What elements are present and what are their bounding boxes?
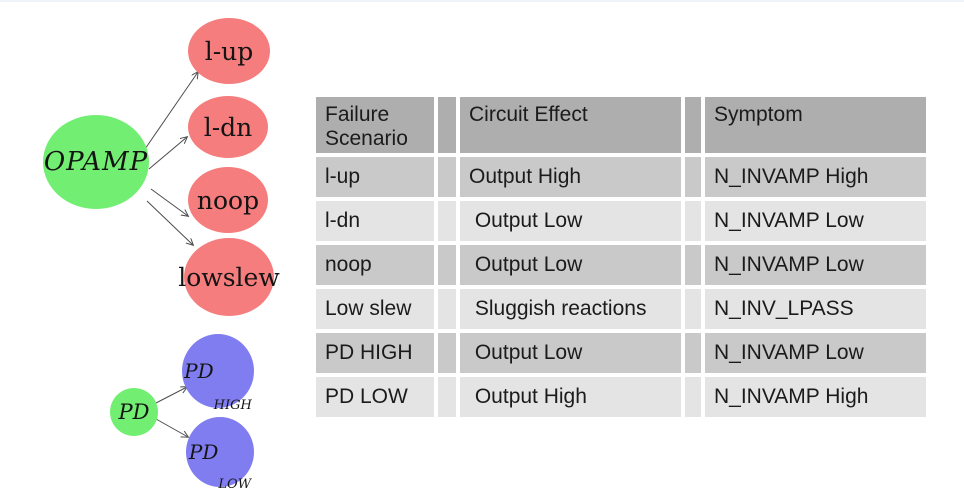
cell-symptom: N_INV_LPASS xyxy=(705,289,926,329)
cell-spacer xyxy=(438,377,456,417)
cell-symptom: N_INVAMP Low xyxy=(705,245,926,285)
cell-effect: Output High xyxy=(460,377,681,417)
cell-effect: Output High xyxy=(460,157,681,197)
cell-spacer xyxy=(438,333,456,373)
node-pd-low-subscript: LOW xyxy=(218,477,252,492)
edge-pd-pdhigh xyxy=(155,387,187,404)
cell-effect: Sluggish reactions xyxy=(460,289,681,329)
cell-effect: Output Low xyxy=(460,333,681,373)
node-pd-low-label: PD xyxy=(188,440,219,464)
header-spacer xyxy=(438,97,456,153)
cell-spacer xyxy=(438,245,456,285)
header-spacer xyxy=(685,97,701,153)
node-noop: noop xyxy=(188,167,268,233)
header-symptom: Symptom xyxy=(705,97,926,153)
edge-opamp-ldn xyxy=(148,137,187,170)
edge-pd-pdlow xyxy=(155,418,188,437)
node-noop-label: noop xyxy=(196,185,260,215)
node-lowslew-label: lowslew xyxy=(178,262,280,292)
cell-spacer xyxy=(438,201,456,241)
node-opamp: OPAMP xyxy=(43,115,149,209)
failure-table: Failure Scenario Circuit Effect Symptom … xyxy=(316,97,926,417)
node-pd-high-label: PD xyxy=(184,359,214,383)
cell-spacer xyxy=(685,157,701,197)
cell-symptom: N_INVAMP Low xyxy=(705,333,926,373)
cell-scenario: PD LOW xyxy=(316,377,434,417)
node-pd-high: PD HIGH xyxy=(182,334,254,413)
header-circuit-effect: Circuit Effect xyxy=(460,97,681,153)
header-failure-scenario: Failure Scenario xyxy=(316,97,434,153)
cell-scenario: noop xyxy=(316,245,434,285)
node-l-up-label: l-up xyxy=(204,36,254,66)
node-l-dn-label: l-dn xyxy=(203,112,253,142)
node-pd-high-subscript: HIGH xyxy=(213,398,252,413)
cell-spacer xyxy=(438,157,456,197)
cell-spacer xyxy=(685,201,701,241)
cell-symptom: N_INVAMP Low xyxy=(705,201,926,241)
cell-symptom: N_INVAMP High xyxy=(705,377,926,417)
cell-spacer xyxy=(685,245,701,285)
cell-spacer xyxy=(685,377,701,417)
cell-spacer xyxy=(438,289,456,329)
node-pd-low: PD LOW xyxy=(186,417,254,492)
cell-scenario: PD HIGH xyxy=(316,333,434,373)
top-edge-strip xyxy=(0,0,964,2)
cell-scenario: l-dn xyxy=(316,201,434,241)
edge-opamp-lowslew xyxy=(146,200,193,245)
edge-opamp-noop xyxy=(150,188,188,216)
cell-effect: Output Low xyxy=(460,245,681,285)
cell-scenario: l-up xyxy=(316,157,434,197)
node-opamp-label: OPAMP xyxy=(43,147,149,177)
cell-effect: Output Low xyxy=(460,201,681,241)
node-pd: PD xyxy=(110,388,158,436)
node-l-dn: l-dn xyxy=(188,96,268,158)
cell-spacer xyxy=(685,333,701,373)
node-pd-label: PD xyxy=(118,400,150,424)
cell-spacer xyxy=(685,289,701,329)
node-lowslew: lowslew xyxy=(178,238,280,316)
cell-symptom: N_INVAMP High xyxy=(705,157,926,197)
cell-scenario: Low slew xyxy=(316,289,434,329)
node-l-up: l-up xyxy=(188,18,270,84)
